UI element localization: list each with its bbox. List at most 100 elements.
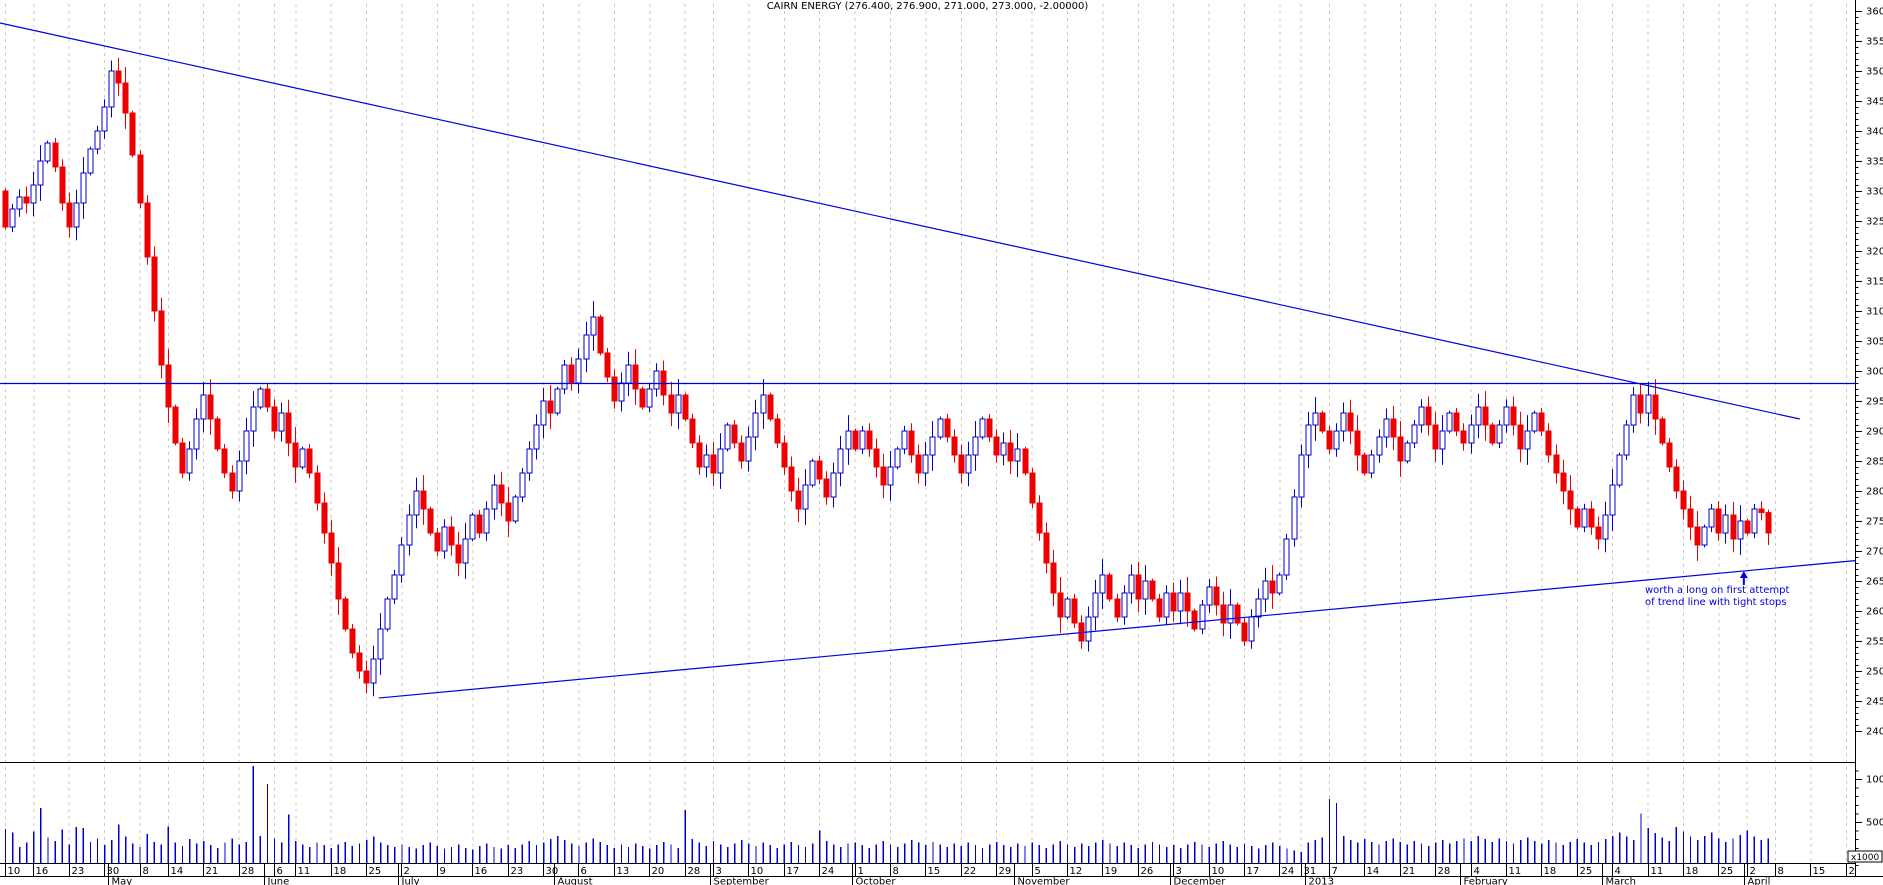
- date-tick-label: 20: [652, 866, 665, 877]
- candle-down: [993, 429, 1000, 463]
- month-label: March: [1606, 877, 1636, 885]
- candle-down: [498, 471, 505, 517]
- candle-down: [342, 596, 349, 632]
- annotation-arrow-icon: [1739, 571, 1748, 585]
- candle-down: [420, 475, 427, 525]
- candle-down: [1765, 509, 1772, 545]
- candle-down: [285, 399, 292, 457]
- date-tick-label: 15: [928, 866, 941, 877]
- candle-down: [1666, 437, 1673, 473]
- price-axis-label: 320: [1866, 247, 1883, 258]
- volume-bars: [4, 766, 1770, 863]
- candle-up: [406, 504, 413, 556]
- candle-up: [250, 391, 257, 447]
- candle-down: [306, 443, 313, 479]
- date-tick-label: 23: [511, 866, 524, 877]
- price-axis-label: 325: [1866, 217, 1883, 228]
- candle-up: [80, 157, 87, 219]
- candle-up: [1708, 503, 1715, 533]
- date-tick-label: 2: [404, 866, 410, 877]
- candle-up: [1581, 503, 1588, 533]
- candle-up: [590, 301, 597, 351]
- candle-down: [738, 435, 745, 469]
- date-tick-label: 18: [1686, 866, 1699, 877]
- candle-up: [625, 351, 632, 397]
- candle-up: [972, 421, 979, 471]
- candle-down: [1694, 511, 1701, 561]
- candle-up: [1248, 609, 1255, 649]
- candle-up: [243, 417, 250, 475]
- date-tick-label: 10: [751, 866, 764, 877]
- candle-up: [1751, 503, 1758, 539]
- trendlines: [0, 22, 1856, 699]
- price-axis-label: 280: [1866, 487, 1883, 498]
- candle-down: [1489, 422, 1496, 446]
- candle-down: [356, 645, 363, 679]
- candle-down: [505, 487, 512, 537]
- candle-down: [816, 455, 823, 485]
- date-tick-label: 1: [858, 866, 864, 877]
- candle-up: [1305, 411, 1312, 469]
- candle-down: [1425, 396, 1432, 436]
- date-tick-label: 14: [171, 866, 184, 877]
- candle-up: [370, 645, 377, 697]
- date-tick-label: 30: [546, 866, 559, 877]
- candle-up: [377, 613, 384, 675]
- candle-up: [1623, 419, 1630, 461]
- candle-down: [873, 438, 880, 478]
- candle-up: [1524, 415, 1531, 465]
- date-tick-label: 25: [1721, 866, 1734, 877]
- candle-up: [646, 383, 653, 413]
- candle-down: [1758, 501, 1765, 521]
- candle-down: [2, 188, 9, 230]
- candle-up: [887, 451, 894, 501]
- candle-down: [1184, 577, 1191, 627]
- date-tick-label: 24: [822, 866, 835, 877]
- price-axis-label: 310: [1866, 307, 1883, 318]
- candle-down: [774, 413, 781, 449]
- month-label: August: [558, 877, 593, 885]
- candle-down: [23, 186, 30, 214]
- candle-down: [1482, 391, 1489, 441]
- candle-down: [1715, 501, 1722, 541]
- candle-up: [16, 189, 23, 217]
- candle-down: [1319, 410, 1326, 434]
- price-axis: 360 355 350 345 340 335 330 325 320 315 310 305 300 2…: [1855, 7, 1883, 738]
- candle-down: [434, 527, 441, 557]
- candle-up: [469, 512, 476, 542]
- candle-up: [519, 467, 526, 503]
- candle-down: [852, 428, 859, 452]
- candle-up: [1064, 596, 1071, 620]
- date-tick-label: 10: [8, 866, 21, 877]
- candle-down: [221, 443, 228, 479]
- candle-down: [951, 429, 958, 463]
- candle-down: [129, 110, 136, 158]
- candle-up: [37, 145, 44, 201]
- candle-down: [795, 477, 802, 523]
- candle-up: [1142, 565, 1149, 615]
- ascending-trendline[interactable]: [378, 560, 1856, 699]
- candle-down: [1213, 576, 1220, 616]
- month-label: September: [714, 877, 770, 885]
- candle-up: [745, 426, 752, 472]
- candle-up: [1262, 567, 1269, 613]
- candle-down: [731, 419, 738, 449]
- candle-down: [1652, 379, 1659, 435]
- candle-down: [1241, 617, 1248, 647]
- date-tick-label: 6: [581, 866, 587, 877]
- candle-down: [1354, 415, 1361, 471]
- descending-trendline[interactable]: [0, 22, 1800, 420]
- date-tick-label: 2: [1750, 866, 1756, 877]
- candle-down: [1538, 407, 1545, 437]
- annotation-line-1: worth a long on first attempt: [1645, 585, 1790, 596]
- date-tick-label: 12: [1070, 866, 1083, 877]
- candle-up: [413, 477, 420, 529]
- date-tick-label: 24: [1282, 866, 1295, 877]
- candle-down: [568, 357, 575, 391]
- price-axis-label: 240: [1866, 727, 1883, 738]
- price-axis-label: 245: [1866, 697, 1883, 708]
- price-axis-label: 330: [1866, 187, 1883, 198]
- candle-down: [172, 404, 179, 446]
